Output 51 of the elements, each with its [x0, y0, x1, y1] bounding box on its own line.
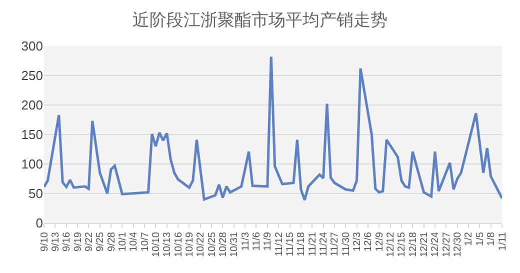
x-tick-label: 1/2	[464, 232, 475, 246]
x-tick-label: 10/19	[184, 232, 196, 258]
x-tick-label: 12/3	[352, 232, 364, 252]
x-tick-label: 12/18	[408, 232, 419, 258]
y-tick-label: 100	[21, 156, 43, 172]
x-tick-label: 10/10	[150, 232, 162, 258]
x-tick-label: 11/24	[318, 232, 330, 256]
x-tick-label: 9/10	[39, 232, 50, 252]
x-tick-label: 9/28	[106, 232, 118, 252]
x-tick-label: 11/30	[340, 232, 352, 256]
x-tick-label: 12/24	[430, 232, 442, 258]
x-tick-label: 12/12	[386, 232, 397, 258]
y-tick-label: 50	[28, 186, 43, 202]
line-series	[44, 55, 502, 202]
y-tick-label: 150	[21, 127, 43, 142]
x-tick-label: 9/19	[72, 232, 84, 252]
x-tick-label: 11/21	[307, 232, 318, 256]
chart-title: 近阶段江浙聚酯市场平均产销走势	[132, 10, 388, 31]
x-tick-label: 10/31	[229, 232, 240, 258]
x-tick-label: 11/3	[240, 232, 252, 251]
x-tick-label: 9/13	[50, 232, 62, 252]
x-tick-label: 12/30	[452, 232, 464, 258]
x-tick-label: 11/15	[285, 232, 296, 256]
x-tick-label: 10/22	[196, 232, 207, 258]
x-tick-label: 12/27	[441, 232, 452, 258]
x-tick-label: 1/8	[486, 232, 498, 246]
x-tick-label: 10/28	[218, 232, 229, 258]
x-tick-label: 9/16	[62, 232, 73, 252]
x-tick-label: 10/7	[140, 232, 151, 252]
x-tick-label: 11/27	[330, 232, 341, 256]
x-tick-label: 12/15	[396, 232, 408, 258]
x-tick-label: 12/9	[374, 232, 386, 252]
x-tick-label: 10/4	[128, 232, 140, 252]
x-tick-label: 9/22	[84, 232, 95, 252]
y-tick-label: 300	[21, 38, 43, 54]
x-tick-label: 11/18	[296, 232, 308, 256]
y-tick-label: 0	[36, 216, 43, 231]
y-tick-label: 200	[21, 98, 43, 113]
x-tick-label: 1/11	[497, 232, 508, 251]
x-tick-label: 11/6	[251, 232, 262, 251]
x-tick-label: 9/25	[95, 232, 106, 252]
x-tick-label: 11/9	[262, 232, 274, 251]
x-tick-label: 10/1	[117, 232, 128, 252]
x-tick-label: 10/25	[206, 232, 218, 258]
x-tick-label: 10/16	[173, 232, 184, 258]
y-tick-label: 250	[21, 68, 43, 84]
x-tick-label: 11/12	[274, 232, 285, 256]
x-tick-label: 12/21	[419, 232, 430, 258]
x-tick-label: 12/6	[363, 232, 374, 252]
x-tick-label: 10/13	[162, 232, 174, 258]
x-tick-label: 1/5	[474, 232, 486, 246]
